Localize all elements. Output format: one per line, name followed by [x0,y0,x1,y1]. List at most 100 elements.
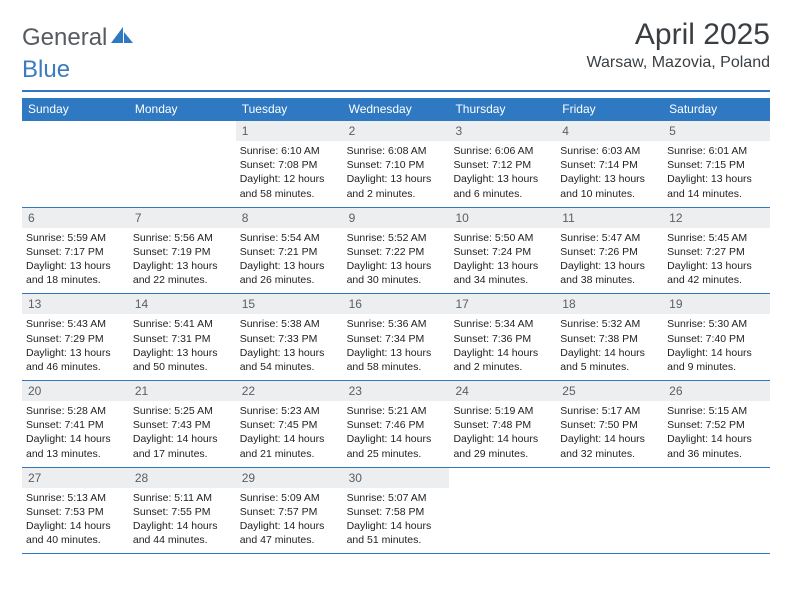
day-number-empty [129,121,236,141]
day-content: Sunrise: 6:06 AMSunset: 7:12 PMDaylight:… [449,144,556,201]
day-content: Sunrise: 5:17 AMSunset: 7:50 PMDaylight:… [556,404,663,461]
day-number: 13 [22,294,129,314]
day-sunrise: Sunrise: 6:01 AM [667,144,766,158]
day-sunrise: Sunrise: 5:56 AM [133,231,232,245]
day-sunrise: Sunrise: 5:43 AM [26,317,125,331]
day-content: Sunrise: 5:45 AMSunset: 7:27 PMDaylight:… [663,231,770,288]
day-daylight2: and 26 minutes. [240,273,339,287]
day-sunrise: Sunrise: 5:54 AM [240,231,339,245]
day-sunset: Sunset: 7:21 PM [240,245,339,259]
day-daylight2: and 22 minutes. [133,273,232,287]
day-number: 11 [556,208,663,228]
day-number: 25 [556,381,663,401]
day-sunset: Sunset: 7:50 PM [560,418,659,432]
day-daylight1: Daylight: 14 hours [453,346,552,360]
day-daylight2: and 40 minutes. [26,533,125,547]
weekday-header: Thursday [449,98,556,121]
day-daylight1: Daylight: 13 hours [26,259,125,273]
day-cell: 4 Sunrise: 6:03 AMSunset: 7:14 PMDaylight… [556,121,663,207]
day-daylight2: and 13 minutes. [26,447,125,461]
day-sunset: Sunset: 7:57 PM [240,505,339,519]
day-sunset: Sunset: 7:10 PM [347,158,446,172]
day-daylight2: and 50 minutes. [133,360,232,374]
day-content: Sunrise: 5:07 AMSunset: 7:58 PMDaylight:… [343,491,450,548]
day-daylight1: Daylight: 13 hours [560,259,659,273]
day-daylight2: and 54 minutes. [240,360,339,374]
day-daylight2: and 2 minutes. [347,187,446,201]
day-sunset: Sunset: 7:27 PM [667,245,766,259]
day-sunrise: Sunrise: 6:10 AM [240,144,339,158]
day-daylight2: and 46 minutes. [26,360,125,374]
weeks-container: 1Sunrise: 6:10 AMSunset: 7:08 PMDaylight… [22,121,770,554]
day-number: 4 [556,121,663,141]
title-underline [22,90,770,92]
day-number: 28 [129,468,236,488]
day-cell: 22Sunrise: 5:23 AMSunset: 7:45 PMDayligh… [236,381,343,467]
day-sunset: Sunset: 7:41 PM [26,418,125,432]
day-daylight2: and 25 minutes. [347,447,446,461]
day-daylight1: Daylight: 13 hours [240,346,339,360]
day-number: 14 [129,294,236,314]
day-content: Sunrise: 6:03 AMSunset: 7:14 PMDaylight:… [556,144,663,201]
day-sunset: Sunset: 7:53 PM [26,505,125,519]
day-cell: 24Sunrise: 5:19 AMSunset: 7:48 PMDayligh… [449,381,556,467]
day-number: 10 [449,208,556,228]
day-cell: 14Sunrise: 5:41 AMSunset: 7:31 PMDayligh… [129,294,236,380]
day-daylight1: Daylight: 14 hours [560,346,659,360]
day-daylight1: Daylight: 14 hours [347,519,446,533]
day-daylight2: and 58 minutes. [240,187,339,201]
brand-logo: General [22,24,135,52]
day-number: 15 [236,294,343,314]
day-cell: 21Sunrise: 5:25 AMSunset: 7:43 PMDayligh… [129,381,236,467]
day-daylight2: and 47 minutes. [240,533,339,547]
day-daylight2: and 2 minutes. [453,360,552,374]
day-daylight1: Daylight: 12 hours [240,172,339,186]
day-sunset: Sunset: 7:45 PM [240,418,339,432]
day-number: 21 [129,381,236,401]
day-daylight2: and 30 minutes. [347,273,446,287]
weekday-header: Sunday [22,98,129,121]
day-cell: 3Sunrise: 6:06 AMSunset: 7:12 PMDaylight… [449,121,556,207]
day-content: Sunrise: 5:13 AMSunset: 7:53 PMDaylight:… [22,491,129,548]
day-daylight2: and 14 minutes. [667,187,766,201]
day-daylight2: and 17 minutes. [133,447,232,461]
day-sunrise: Sunrise: 5:21 AM [347,404,446,418]
day-content: Sunrise: 5:59 AMSunset: 7:17 PMDaylight:… [22,231,129,288]
week-row: 1Sunrise: 6:10 AMSunset: 7:08 PMDaylight… [22,121,770,208]
day-daylight2: and 42 minutes. [667,273,766,287]
day-daylight2: and 21 minutes. [240,447,339,461]
day-daylight1: Daylight: 13 hours [667,259,766,273]
day-content: Sunrise: 5:11 AMSunset: 7:55 PMDaylight:… [129,491,236,548]
day-sunrise: Sunrise: 5:32 AM [560,317,659,331]
week-row: 13 Sunrise: 5:43 AMSunset: 7:29 PMDayligh… [22,294,770,381]
day-sunset: Sunset: 7:31 PM [133,332,232,346]
day-daylight2: and 29 minutes. [453,447,552,461]
day-cell: 16Sunrise: 5:36 AMSunset: 7:34 PMDayligh… [343,294,450,380]
day-number: 5 [663,121,770,141]
day-content: Sunrise: 5:28 AMSunset: 7:41 PMDaylight:… [22,404,129,461]
day-sunrise: Sunrise: 5:47 AM [560,231,659,245]
day-number: 17 [449,294,556,314]
day-number: 29 [236,468,343,488]
day-daylight2: and 34 minutes. [453,273,552,287]
day-cell: 2Sunrise: 6:08 AMSunset: 7:10 PMDaylight… [343,121,450,207]
brand-part1: General [22,24,107,52]
day-content: Sunrise: 5:43 AMSunset: 7:29 PMDaylight:… [22,317,129,374]
day-cell: 29Sunrise: 5:09 AMSunset: 7:57 PMDayligh… [236,468,343,554]
day-sunrise: Sunrise: 5:41 AM [133,317,232,331]
day-sunrise: Sunrise: 5:09 AM [240,491,339,505]
weekday-header: Wednesday [343,98,450,121]
day-daylight1: Daylight: 13 hours [347,346,446,360]
day-sunrise: Sunrise: 5:28 AM [26,404,125,418]
day-sunset: Sunset: 7:24 PM [453,245,552,259]
day-sunrise: Sunrise: 5:59 AM [26,231,125,245]
day-cell: 12Sunrise: 5:45 AMSunset: 7:27 PMDayligh… [663,208,770,294]
day-sunrise: Sunrise: 5:36 AM [347,317,446,331]
day-daylight1: Daylight: 13 hours [453,259,552,273]
day-sunrise: Sunrise: 5:13 AM [26,491,125,505]
day-sunrise: Sunrise: 5:52 AM [347,231,446,245]
day-daylight2: and 6 minutes. [453,187,552,201]
day-sunrise: Sunrise: 6:03 AM [560,144,659,158]
day-cell: 17Sunrise: 5:34 AMSunset: 7:36 PMDayligh… [449,294,556,380]
day-sunset: Sunset: 7:26 PM [560,245,659,259]
